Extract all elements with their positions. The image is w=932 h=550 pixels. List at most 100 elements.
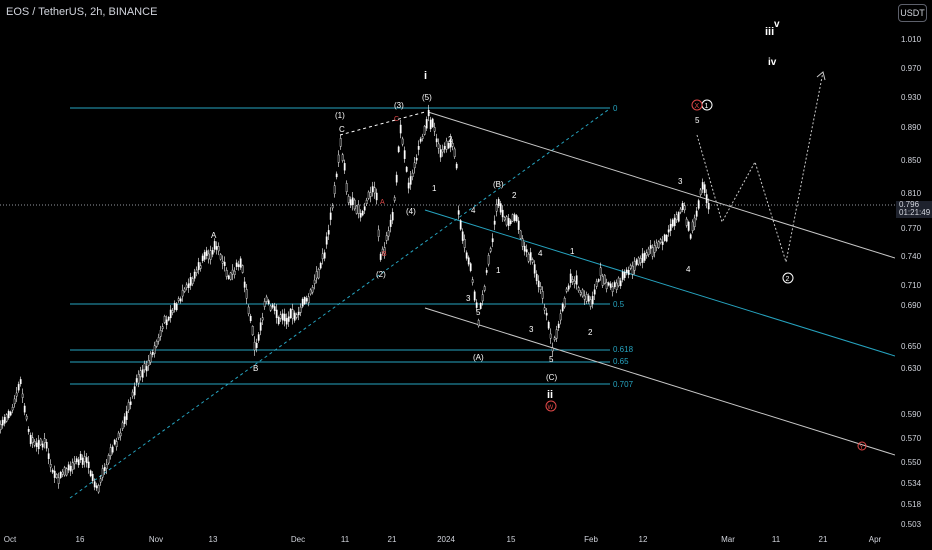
candle-body (103, 467, 106, 471)
candle-body (109, 447, 112, 457)
candle-body (87, 461, 90, 468)
projected-path[interactable] (696, 71, 824, 263)
candle-body (61, 471, 64, 475)
time-axis[interactable]: Oct 16 Nov 13 Dec 11 21 2024 15 Feb 12 M… (0, 530, 895, 550)
candle-body (185, 284, 188, 288)
candle-body (43, 438, 46, 443)
candle-body (535, 273, 538, 281)
price-chart[interactable]: 0 0.5 0.618 0.65 0.707 i ii iii iv v (1)… (0, 0, 895, 530)
candle-body (533, 264, 536, 274)
candle-body (67, 464, 70, 471)
candle-body (133, 386, 136, 396)
candle-body (431, 118, 434, 128)
candle-body (527, 253, 530, 262)
candle-body (213, 241, 216, 250)
circle-label-2: 2 (786, 276, 790, 283)
candle-body (13, 398, 16, 405)
candle-body (273, 306, 276, 311)
candle-body (517, 220, 520, 230)
candle-body (211, 249, 214, 255)
candle-body (253, 341, 256, 351)
circle-label-1: 1 (705, 103, 709, 110)
candle-body (493, 220, 496, 225)
candle-body (271, 304, 274, 308)
wave-num-2a: 2 (448, 135, 453, 144)
price-tick: 0.690 (901, 301, 922, 310)
price-tick: 0.930 (901, 93, 922, 102)
candle-body (1, 419, 4, 426)
candle-body (75, 458, 78, 463)
candle-body (449, 138, 452, 148)
candle-body (615, 282, 618, 290)
candle-body (575, 275, 578, 285)
candle-body (261, 317, 264, 321)
candle-body (167, 316, 170, 321)
descending-channel[interactable] (424, 111, 895, 456)
circle-label-x: X (695, 103, 700, 110)
time-tick: Mar (721, 535, 735, 544)
candle-body (127, 402, 130, 411)
circle-label-y: Y (860, 445, 864, 451)
candle-body (509, 220, 512, 224)
candle-body (415, 157, 418, 161)
candle-body (135, 378, 138, 383)
candle-body (653, 245, 656, 253)
candle-body (27, 429, 30, 432)
candle-body (525, 249, 528, 253)
price-tick: 0.518 (901, 500, 922, 509)
candle-body (77, 459, 80, 466)
candle-body (107, 455, 110, 464)
candle-body (603, 274, 606, 284)
dashed-trendline[interactable] (69, 109, 609, 499)
wave-label-iii: iii (765, 26, 774, 38)
candle-body (551, 347, 554, 352)
candle-body (155, 341, 158, 347)
candle-body (475, 302, 478, 308)
candle-body (623, 272, 626, 278)
candle-body (73, 461, 76, 465)
bar-countdown: 01:21:49 (899, 208, 931, 217)
candle-body (301, 298, 304, 307)
candle-body (263, 301, 266, 307)
candle-body (339, 138, 342, 147)
wave-num-5a: 5 (476, 308, 481, 317)
candle-body (383, 247, 386, 254)
candle-body (671, 219, 674, 227)
candle-body (541, 291, 544, 299)
candle-body (291, 309, 294, 319)
candle-body (637, 257, 640, 265)
candle-body (35, 442, 38, 448)
candle-body (289, 308, 292, 319)
candle-body (665, 234, 668, 242)
candle-body (693, 217, 696, 227)
price-axis[interactable]: 1.010 0.970 0.930 0.890 0.850 0.810 0.77… (895, 0, 932, 530)
candle-body (11, 407, 14, 411)
candle-body (677, 212, 680, 222)
candle-body (7, 410, 10, 419)
wave-label-v: v (774, 19, 780, 30)
candle-body (491, 238, 494, 243)
candle-body (657, 241, 660, 248)
time-tick: Feb (584, 535, 598, 544)
candle-body (407, 182, 410, 189)
fib-retracement[interactable]: 0 0.5 0.618 0.65 0.707 (70, 104, 634, 389)
candle-body (455, 163, 458, 169)
candle-body (365, 199, 368, 204)
candle-body (325, 236, 328, 245)
candle-body (467, 257, 470, 265)
wave-label-A-paren: (A) (473, 353, 484, 362)
candle-body (297, 311, 300, 316)
candle-body (39, 438, 42, 446)
candle-body (341, 154, 344, 161)
candle-body (153, 345, 156, 354)
currency-button[interactable]: USDT (898, 4, 927, 22)
candle-body (425, 119, 428, 129)
candle-body (305, 298, 308, 302)
candle-body (647, 248, 650, 255)
candle-body (145, 366, 148, 372)
candle-body (209, 250, 212, 260)
candle-body (79, 453, 82, 461)
candle-body (563, 297, 566, 308)
candle-body (319, 262, 322, 269)
candle-body (131, 391, 134, 397)
